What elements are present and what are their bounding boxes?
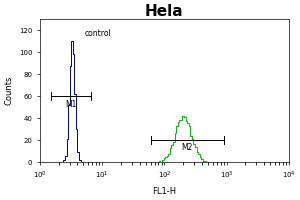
Text: M2: M2 [182, 143, 193, 152]
Text: control: control [85, 29, 111, 38]
Title: Hela: Hela [145, 4, 184, 19]
X-axis label: FL1-H: FL1-H [152, 187, 176, 196]
Text: M1: M1 [65, 100, 77, 109]
Y-axis label: Counts: Counts [4, 76, 13, 105]
